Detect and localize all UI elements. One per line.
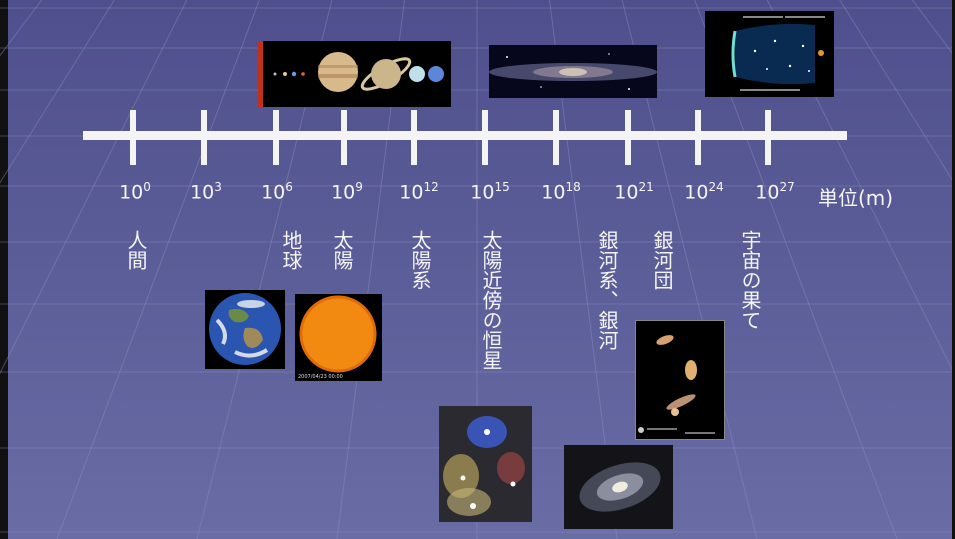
label-solar-system: 太陽系: [408, 230, 432, 290]
tick-label: 1021: [614, 180, 654, 204]
spiral-galaxy-image: [564, 445, 673, 529]
milky-way-image: [489, 45, 657, 98]
tick-label: 1027: [755, 180, 795, 204]
galaxy-cluster-image: [635, 320, 725, 440]
axis-tick: [130, 110, 136, 165]
unit-label: 単位(m): [818, 186, 894, 210]
tick-label: 1018: [541, 180, 581, 204]
scale-axis: [83, 131, 847, 140]
tick-label: 1024: [684, 180, 724, 204]
tick-label: 1015: [470, 180, 510, 204]
label-galaxy: 銀河系、銀河: [595, 230, 619, 350]
tick-label: 103: [190, 180, 222, 204]
axis-tick: [201, 110, 207, 165]
universe-evolution-image: [705, 11, 834, 97]
sun-timestamp: 2007/04/23 00:00: [298, 374, 343, 380]
label-earth: 地球: [279, 230, 303, 270]
label-human: 人間: [124, 230, 148, 270]
axis-tick: [553, 110, 559, 165]
tick-label: 1012: [399, 180, 439, 204]
axis-tick: [482, 110, 488, 165]
axis-tick: [411, 110, 417, 165]
axis-tick: [765, 110, 771, 165]
label-sun: 太陽: [330, 230, 354, 270]
label-galaxy-cluster: 銀河団: [650, 230, 674, 290]
solar-system-planets-image: [258, 41, 451, 107]
nebula-image: [439, 406, 532, 522]
earth-image: [205, 290, 285, 369]
axis-tick: [341, 110, 347, 165]
sun-image: 2007/04/23 00:00: [295, 294, 382, 381]
axis-tick: [625, 110, 631, 165]
tick-label: 100: [119, 180, 151, 204]
label-nearby-stars: 太陽近傍の恒星: [479, 230, 503, 370]
label-universe-edge: 宇宙の果て: [738, 230, 762, 330]
axis-tick: [695, 110, 701, 165]
tick-label: 109: [331, 180, 363, 204]
axis-tick: [273, 110, 279, 165]
tick-label: 106: [261, 180, 293, 204]
